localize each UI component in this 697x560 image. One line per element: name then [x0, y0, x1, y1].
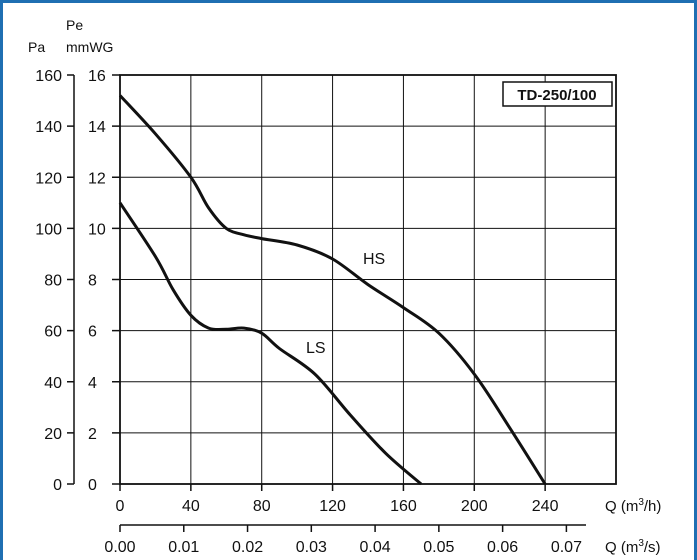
mmwg-tick-label: 14: [88, 119, 106, 136]
mmwg-tick-label: 0: [88, 477, 97, 494]
pe-axis-symbol: Pe: [66, 17, 83, 33]
tick-marks: [67, 74, 568, 532]
m3s-tick-label: 0.01: [168, 539, 199, 556]
x-axis-m3h-title: Q (m3/h): [605, 497, 661, 515]
pa-tick-label: 0: [53, 477, 62, 494]
pa-tick-label: 80: [44, 273, 62, 290]
x-axis-m3s-title: Q (m3/s): [605, 538, 661, 556]
pa-tick-label: 120: [35, 170, 62, 187]
pa-tick-label: 60: [44, 324, 62, 341]
m3s-tick-label: 0.06: [487, 539, 518, 556]
series-label-ls: LS: [306, 340, 326, 357]
mmwg-tick-label: 8: [88, 273, 97, 290]
m3s-tick-label: 0.03: [296, 539, 327, 556]
mmwg-tick-label: 16: [88, 68, 106, 85]
series-line-hs: [118, 94, 547, 485]
mmwg-tick-label: 6: [88, 324, 97, 341]
m3h-tick-label: 200: [461, 498, 488, 515]
m3s-tick-label: 0.02: [232, 539, 263, 556]
m3h-tick-label: 80: [253, 498, 271, 515]
m3h-tick-label: 40: [182, 498, 200, 515]
series-line-ls: [118, 201, 423, 486]
m3h-tick-label: 120: [319, 498, 346, 515]
curves: [118, 94, 547, 486]
m3s-tick-label: 0.04: [360, 539, 391, 556]
mmwg-tick-label: 2: [88, 426, 97, 443]
m3h-tick-label: 240: [532, 498, 559, 515]
mmwg-unit-label: mmWG: [66, 39, 113, 55]
m3s-tick-label: 0.05: [423, 539, 454, 556]
model-label-box: [502, 81, 613, 107]
pa-tick-label: 40: [44, 375, 62, 392]
mmwg-tick-label: 4: [88, 375, 97, 392]
model-label: TD-250/100: [517, 87, 596, 104]
grid: [120, 75, 616, 484]
m3s-tick-label: 0.07: [551, 539, 582, 556]
m3h-tick-label: 160: [390, 498, 417, 515]
pa-unit-label: Pa: [28, 39, 45, 55]
pa-tick-label: 160: [35, 68, 62, 85]
m3h-tick-label: 0: [116, 498, 125, 515]
pa-tick-label: 20: [44, 426, 62, 443]
m3s-tick-label: 0.00: [104, 539, 135, 556]
series-label-hs: HS: [363, 251, 385, 268]
mmwg-tick-label: 10: [88, 221, 106, 238]
pa-tick-label: 140: [35, 119, 62, 136]
pa-tick-label: 100: [35, 221, 62, 238]
mmwg-tick-label: 12: [88, 170, 106, 187]
